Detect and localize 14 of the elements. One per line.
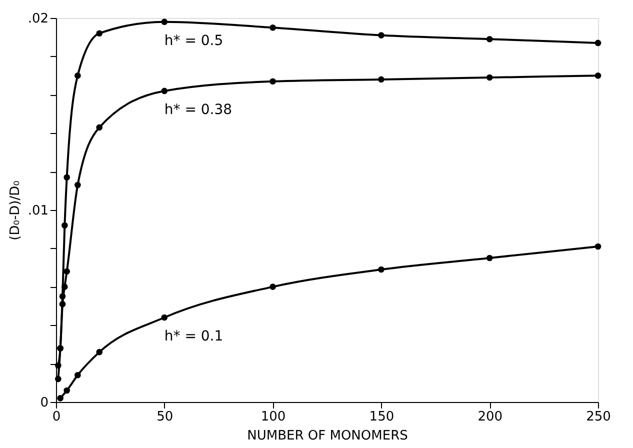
x-tick-label: 200 bbox=[478, 410, 503, 424]
series-label: h* = 0.1 bbox=[164, 328, 224, 345]
x-tick-label: 100 bbox=[260, 410, 286, 424]
y-tick-label: .01 bbox=[28, 204, 48, 218]
x-tick-label: 0 bbox=[52, 410, 61, 424]
y-tick-label: .02 bbox=[28, 12, 48, 26]
y-axis-title: (D₀-D)/D₀ bbox=[8, 180, 23, 240]
y-tick-label: 0 bbox=[40, 396, 48, 410]
series-label: h* = 0.5 bbox=[164, 32, 224, 49]
x-axis-title: NUMBER OF MONOMERS bbox=[247, 428, 408, 444]
series-label: h* = 0.38 bbox=[164, 102, 232, 118]
x-tick-label: 150 bbox=[369, 410, 394, 424]
x-tick-label: 50 bbox=[156, 410, 174, 424]
x-tick-label: 250 bbox=[586, 410, 611, 424]
